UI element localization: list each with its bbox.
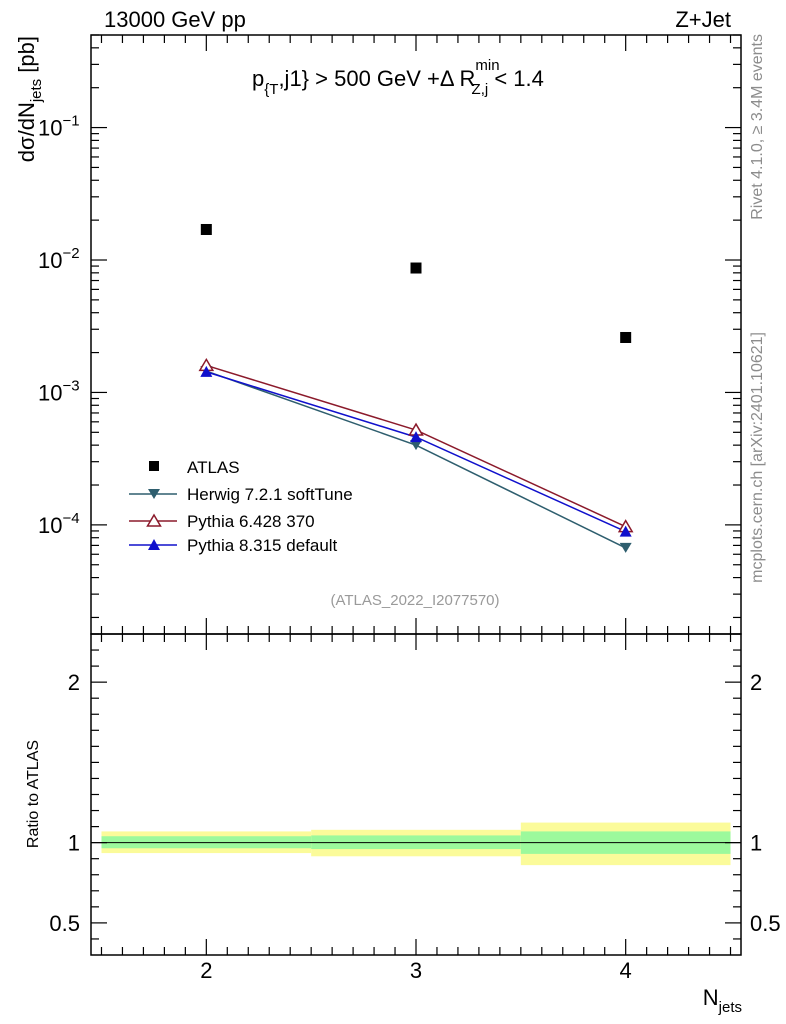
header-right: Z+Jet [675,7,731,32]
ratio-panel: 0.5 0.5 1 1 2 2 2 3 4 Ratio to ATLAS Njets [25,633,781,1016]
series-line-3 [206,371,626,533]
legend: ATLAS Herwig 7.2.1 softTune Pythia 6.428… [129,458,353,555]
ratio-axis-ticks [91,633,741,955]
main-ytick-label: 10−4 [38,510,80,538]
title-sub1: {T [264,81,278,98]
xlabel-main: N [703,985,719,1010]
title-sup2: min [475,57,499,74]
ylabel-unit: [pb] [14,36,39,79]
ratio-ylabel: Ratio to ATLAS [25,740,42,848]
legend-label-atlas: ATLAS [187,458,240,477]
legend-marker-herwig [148,489,160,499]
main-panel: 10−1 10−2 10−3 10−4 p{T,j1} > 500 GeV +Δ Rm… [14,34,742,635]
legend-item-atlas: ATLAS [149,458,240,477]
main-ylabel: dσ/dNjets [pb] [14,36,45,162]
main-ytick-label: 10−3 [38,377,80,405]
ratio-ytick-label-right: 2 [750,670,762,695]
legend-item-pythia8: Pythia 8.315 default [129,536,338,555]
legend-item-herwig: Herwig 7.2.1 softTune [129,485,353,504]
ratio-xtick-labels: 2 3 4 [200,958,632,983]
title-p: p [252,66,264,91]
main-ytick-label: 10−2 [38,245,80,273]
ratio-frame [90,633,742,956]
plot-title: p{T,j1} > 500 GeV +Δ Rmin Z,j < 1.4 [252,57,544,98]
data-point-s0-2 [620,331,632,343]
ratio-ytick-label-right: 1 [750,831,762,856]
xtick-label: 3 [410,958,422,983]
ratio-ytick-label: 0.5 [49,911,80,936]
legend-marker-atlas [149,461,159,471]
title-tail: < 1.4 [488,66,544,91]
legend-item-pythia6: Pythia 6.428 370 [129,512,315,531]
data-point-s3-0 [200,365,213,377]
rivet-label: Rivet 4.1.0, ≥ 3.4M events [749,34,766,220]
xtick-label: 2 [200,958,212,983]
title-sub2: Z,j [472,81,489,98]
xlabel: Njets [703,985,742,1016]
header-left: 13000 GeV pp [104,7,246,32]
data-point-s0-0 [200,223,212,235]
ratio-ytick-label-right: 0.5 [750,911,781,936]
series-markers [198,223,634,553]
ylabel-main: dσ/dN [14,102,39,162]
data-point-s0-1 [410,262,422,274]
legend-label-pythia8: Pythia 8.315 default [187,536,338,555]
legend-label-pythia6: Pythia 6.428 370 [187,512,315,531]
main-ytick-label: 10−1 [38,113,80,141]
data-point-s3-2 [619,525,632,537]
legend-marker-pythia8 [148,539,160,550]
ratio-ytick-label: 2 [68,670,80,695]
ratio-ytick-labels: 0.5 0.5 1 1 2 2 [49,670,780,936]
data-point-s1-2 [619,542,632,553]
xlabel-sub: jets [718,999,742,1016]
mcplots-label: mcplots.cern.ch [arXiv:2401.10621] [749,332,766,583]
ratio-ytick-label: 1 [68,831,80,856]
ratio-bands [101,822,731,866]
analysis-watermark: (ATLAS_2022_I2077570) [330,592,499,609]
legend-marker-pythia6 [146,513,162,527]
data-point-s1-1 [410,440,422,451]
main-axis-ticks [91,34,741,634]
data-point-s3-1 [410,431,422,443]
legend-label-herwig: Herwig 7.2.1 softTune [187,485,353,504]
xtick-label: 4 [620,958,632,983]
title-mid: ,j1} > 500 GeV +Δ R [278,66,475,91]
ylabel-sub: jets [28,79,45,103]
main-ytick-labels: 10−1 10−2 10−3 10−4 [38,113,80,538]
